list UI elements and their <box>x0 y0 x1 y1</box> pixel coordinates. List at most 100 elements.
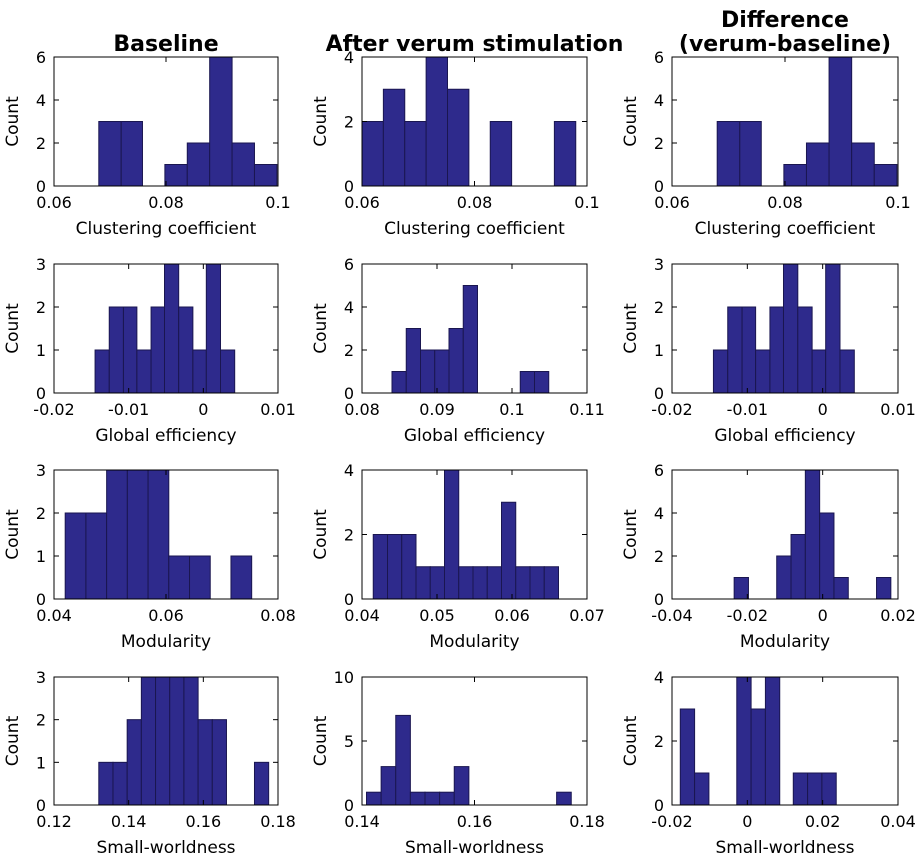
histogram-bar <box>150 306 166 394</box>
x-tick-label: 0.16 <box>186 812 222 831</box>
histogram-bar <box>425 56 448 187</box>
histogram-bar <box>736 676 752 806</box>
histogram-bar <box>716 121 741 187</box>
x-tick-label: 0.08 <box>148 193 184 212</box>
y-axis-label: Count <box>3 303 23 354</box>
y-axis-label: Count <box>311 303 331 354</box>
histogram-bar <box>122 306 138 394</box>
histogram-panel-2-3: -0.02 -0.01 0 0.01 0 1 2 3 Global efficiency Coun… <box>621 255 916 446</box>
y-tick-label: 10 <box>334 668 354 687</box>
x-tick-label: 0.01 <box>880 400 916 419</box>
y-tick-label: 1 <box>36 753 46 772</box>
y-tick-label: 0 <box>344 796 354 815</box>
y-tick-label: 1 <box>654 341 664 360</box>
y-tick-label: 2 <box>344 113 354 132</box>
y-axis-label: Count <box>621 303 641 354</box>
x-tick-label: 0.16 <box>457 812 493 831</box>
histogram-bar <box>807 772 823 806</box>
histogram-bar <box>164 164 188 187</box>
x-tick-label: 0.08 <box>457 193 493 212</box>
plot-frame <box>53 676 279 806</box>
histogram-panel-1-2: 0.06 0.08 0.1 0 2 4 Clustering coefficient Coun… <box>311 32 623 239</box>
histogram-bar <box>739 121 762 187</box>
y-axis-label: Count <box>621 96 641 147</box>
y-tick-label: 3 <box>36 255 46 274</box>
histogram-bar <box>409 791 426 806</box>
x-axis-label: Clustering coefficient <box>695 219 876 239</box>
histogram-bar <box>147 469 170 600</box>
histogram-bar <box>192 349 207 394</box>
histogram-bar <box>727 306 743 394</box>
x-tick-label: 0 <box>818 606 828 625</box>
histogram-bar <box>253 761 270 806</box>
histogram-bar <box>424 791 441 806</box>
y-tick-label: 2 <box>36 504 46 523</box>
histogram-bar <box>361 121 384 187</box>
histogram-bar <box>205 263 222 394</box>
histogram-bar <box>415 566 431 600</box>
x-tick-label: 0.06 <box>494 606 530 625</box>
x-tick-label: 0.11 <box>569 400 605 419</box>
x-tick-label: -0.02 <box>33 400 74 419</box>
histogram-panel-3-2: 0.04 0.05 0.06 0.07 0 2 4 Modularity Count <box>311 461 605 652</box>
x-tick-label: 0.02 <box>880 606 916 625</box>
histogram-bar <box>515 566 531 600</box>
histogram-bar <box>126 719 142 806</box>
histogram-bar <box>168 555 191 600</box>
histogram-bar <box>126 469 149 600</box>
x-axis-label: Modularity <box>740 632 830 652</box>
y-tick-label: 4 <box>344 461 354 480</box>
histogram-bar <box>64 512 87 600</box>
histogram-panel-1-1: 0.06 0.08 0.1 0 2 4 6 Clustering coefficient Cou… <box>3 32 291 239</box>
x-tick-label: 0.02 <box>805 812 841 831</box>
y-tick-label: 0 <box>36 796 46 815</box>
histogram-bar <box>833 577 849 600</box>
histogram-bar <box>529 566 545 600</box>
histogram-bar <box>94 349 110 394</box>
column-title: After verum stimulation <box>326 32 624 57</box>
histogram-bar <box>458 566 474 600</box>
histogram-panel-3-3: -0.04 -0.02 0 0.02 0 2 4 6 Modularity Count <box>621 461 916 652</box>
histogram-bar <box>543 566 559 600</box>
y-tick-label: 4 <box>654 668 664 687</box>
histogram-bar <box>169 676 185 806</box>
x-tick-label: 0.12 <box>36 812 72 831</box>
x-tick-label: -0.01 <box>108 400 149 419</box>
x-tick-label: 0.06 <box>36 193 72 212</box>
histogram-bar <box>797 306 813 394</box>
x-tick-label: 0.1 <box>574 193 599 212</box>
y-axis-label: Count <box>311 509 331 560</box>
y-tick-label: 3 <box>36 461 46 480</box>
y-tick-label: 1 <box>36 341 46 360</box>
x-tick-label: 0.06 <box>654 193 690 212</box>
histogram-bar <box>556 791 572 806</box>
y-tick-label: 0 <box>344 384 354 403</box>
plot-frame <box>53 263 279 394</box>
histogram-bar <box>98 761 114 806</box>
y-tick-label: 0 <box>344 177 354 196</box>
histogram-bar <box>444 469 460 600</box>
histogram-bar <box>790 534 806 600</box>
histogram-bar <box>519 371 535 394</box>
x-tick-label: 0.04 <box>36 606 72 625</box>
histogram-bar <box>140 676 157 806</box>
y-axis-label: Count <box>3 96 23 147</box>
y-tick-label: 6 <box>654 48 664 67</box>
y-tick-label: 6 <box>344 255 354 274</box>
histogram-bar <box>782 263 799 394</box>
histogram-bar <box>769 306 784 394</box>
histogram-bar <box>553 121 577 187</box>
histogram-bar <box>231 142 255 187</box>
histogram-panel-4-1: 0.12 0.14 0.16 0.18 0 1 2 3 Small-worldness Count <box>3 668 296 858</box>
y-tick-label: 0 <box>36 384 46 403</box>
histogram-bar <box>472 566 488 600</box>
histogram-bar <box>420 349 436 394</box>
x-tick-label: -0.02 <box>651 812 692 831</box>
histogram-bar <box>755 349 771 394</box>
y-tick-label: 2 <box>654 134 664 153</box>
x-tick-label: -0.04 <box>651 606 692 625</box>
x-tick-label: -0.02 <box>727 606 768 625</box>
histogram-bar <box>876 577 892 600</box>
y-tick-label: 2 <box>344 341 354 360</box>
